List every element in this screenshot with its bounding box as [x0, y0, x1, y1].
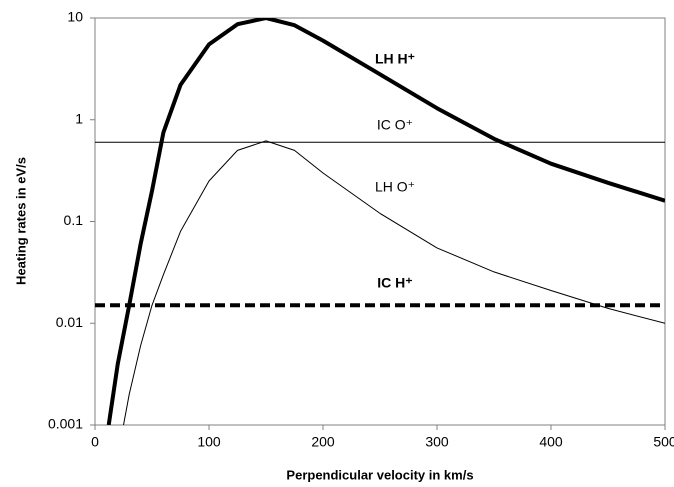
- plot-frame: [94, 17, 666, 426]
- series-label: LH O⁺: [375, 179, 415, 195]
- y-tick-label: 0.001: [48, 416, 83, 432]
- x-tick-label: 0: [91, 434, 99, 450]
- series-line: [106, 18, 665, 425]
- x-tick-label: 100: [197, 434, 221, 450]
- x-tick-label: 300: [425, 434, 449, 450]
- x-tick-label: 400: [539, 434, 563, 450]
- x-tick-label: 500: [653, 434, 674, 450]
- curves: [95, 18, 665, 425]
- x-tick-label: 200: [311, 434, 335, 450]
- x-axis-title: Perpendicular velocity in km/s: [286, 467, 473, 482]
- series-label: IC H⁺: [377, 275, 412, 291]
- y-tick-label: 1: [75, 110, 83, 126]
- y-tick-label: 10: [67, 9, 83, 25]
- y-tick-label: 0.1: [64, 212, 84, 228]
- series-line: [123, 140, 665, 425]
- series-label: LH H⁺: [375, 51, 415, 67]
- y-axis-title: Heating rates in eV/s: [13, 157, 28, 285]
- y-tick-label: 0.01: [56, 314, 83, 330]
- series-label: IC O⁺: [377, 117, 413, 133]
